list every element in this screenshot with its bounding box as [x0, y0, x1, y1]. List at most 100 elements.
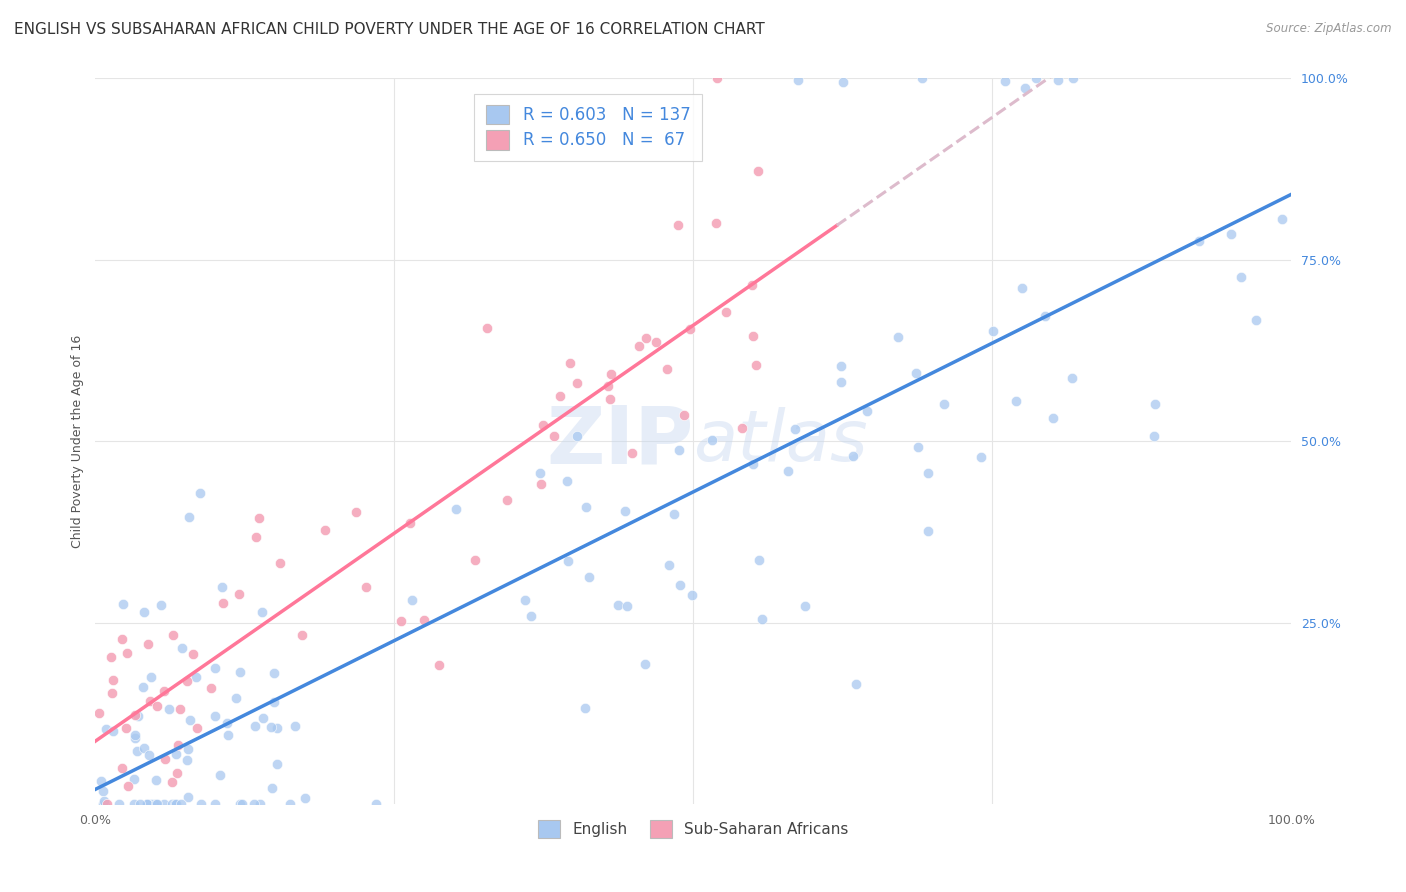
Sub-Saharan Africans: [228, 587, 250, 601]
English: [163, 797, 186, 812]
Sub-Saharan Africans: [413, 613, 436, 627]
English: [101, 723, 124, 738]
Sub-Saharan Africans: [741, 278, 763, 293]
Sub-Saharan Africans: [169, 701, 191, 715]
Sub-Saharan Africans: [634, 331, 657, 345]
English: [278, 797, 301, 812]
English: [934, 397, 956, 411]
Sub-Saharan Africans: [621, 446, 644, 460]
English: [887, 330, 910, 344]
Sub-Saharan Africans: [495, 492, 517, 507]
English: [229, 665, 252, 679]
Sub-Saharan Africans: [344, 505, 367, 519]
English: [93, 794, 115, 808]
English: [613, 504, 636, 518]
English: [243, 719, 266, 733]
English: [830, 359, 852, 373]
Sub-Saharan Africans: [136, 636, 159, 650]
English: [91, 797, 114, 812]
Text: atlas: atlas: [693, 407, 868, 475]
English: [260, 720, 283, 734]
English: [229, 797, 252, 812]
English: [217, 715, 239, 730]
English: [162, 797, 184, 812]
English: [668, 578, 690, 592]
Sub-Saharan Africans: [429, 658, 451, 673]
Sub-Saharan Africans: [731, 421, 754, 435]
English: [112, 597, 135, 611]
English: [970, 450, 993, 464]
English: [93, 797, 115, 812]
English: [165, 797, 187, 812]
English: [668, 442, 690, 457]
English: [94, 797, 117, 812]
English: [190, 797, 212, 812]
English: [557, 554, 579, 568]
Legend: English, Sub-Saharan Africans: English, Sub-Saharan Africans: [533, 814, 855, 844]
Sub-Saharan Africans: [160, 775, 183, 789]
English: [142, 797, 165, 812]
English: [165, 747, 187, 762]
Sub-Saharan Africans: [567, 376, 589, 391]
English: [907, 441, 929, 455]
English: [1004, 394, 1026, 409]
Sub-Saharan Africans: [599, 392, 621, 406]
English: [145, 772, 167, 787]
English: [132, 606, 155, 620]
English: [841, 449, 863, 463]
English: [204, 797, 226, 812]
English: [176, 753, 198, 767]
English: [266, 757, 288, 772]
English: [124, 772, 146, 787]
English: [177, 742, 200, 756]
Text: ZIP: ZIP: [546, 402, 693, 480]
English: [108, 797, 131, 812]
English: [127, 709, 149, 723]
Sub-Saharan Africans: [356, 580, 378, 594]
English: [132, 680, 155, 694]
English: [149, 598, 172, 612]
English: [139, 797, 162, 812]
English: [145, 797, 167, 812]
English: [681, 588, 703, 602]
Sub-Saharan Africans: [166, 766, 188, 780]
English: [177, 789, 200, 804]
English: [262, 781, 284, 796]
Sub-Saharan Africans: [679, 322, 702, 336]
English: [242, 797, 264, 812]
Sub-Saharan Africans: [389, 614, 412, 628]
English: [794, 599, 817, 614]
Sub-Saharan Africans: [212, 596, 235, 610]
English: [283, 719, 305, 733]
English: [658, 558, 681, 572]
English: [184, 670, 207, 684]
English: [1062, 370, 1084, 384]
Sub-Saharan Africans: [200, 681, 222, 696]
Sub-Saharan Africans: [101, 685, 124, 699]
Sub-Saharan Africans: [139, 694, 162, 708]
English: [96, 722, 118, 736]
Sub-Saharan Africans: [657, 361, 679, 376]
English: [634, 657, 657, 672]
English: [179, 510, 201, 524]
Sub-Saharan Africans: [117, 779, 139, 793]
English: [1143, 397, 1166, 411]
Sub-Saharan Africans: [714, 305, 737, 319]
English: [616, 599, 638, 613]
English: [266, 721, 288, 735]
Sub-Saharan Africans: [745, 358, 768, 372]
Sub-Saharan Africans: [152, 684, 174, 698]
Sub-Saharan Africans: [530, 477, 553, 491]
Sub-Saharan Africans: [475, 321, 498, 335]
English: [263, 666, 285, 681]
Sub-Saharan Africans: [124, 707, 146, 722]
English: [179, 713, 201, 727]
English: [742, 458, 765, 472]
English: [124, 728, 146, 742]
Sub-Saharan Africans: [314, 523, 336, 537]
English: [917, 466, 939, 480]
Sub-Saharan Africans: [399, 516, 422, 530]
English: [1025, 70, 1047, 85]
English: [231, 797, 253, 812]
English: [1230, 270, 1253, 285]
